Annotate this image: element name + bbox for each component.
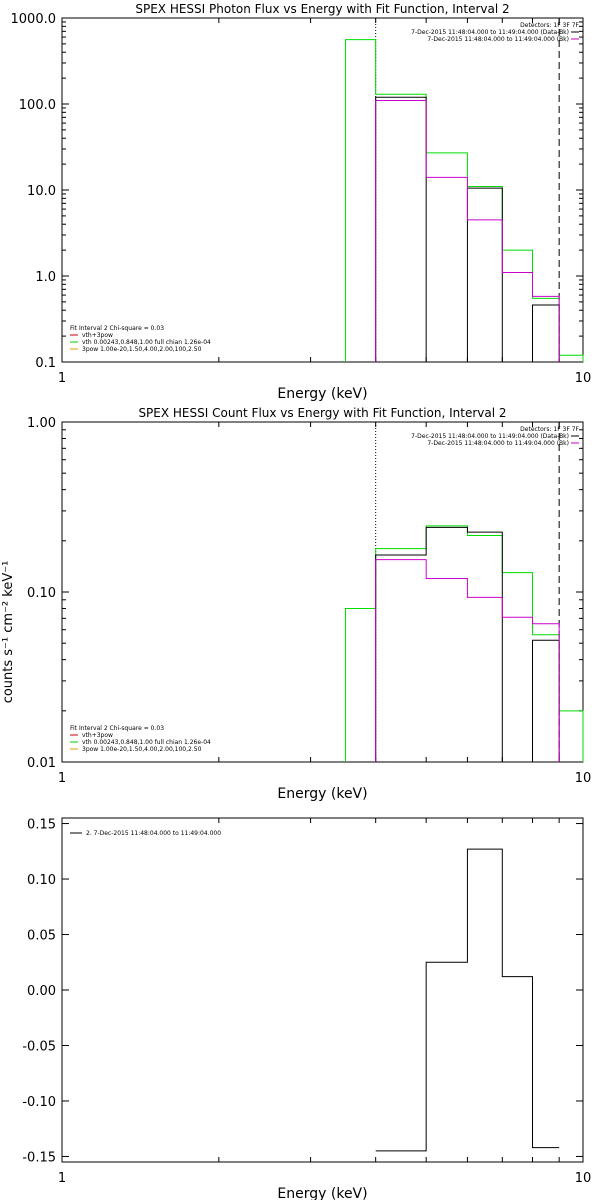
legend-title: Fit Interval 2 Chi-square = 0.03 xyxy=(70,725,164,732)
legend-entry: vth 0.00243,0.848,1.00 full chian 1.26e-… xyxy=(82,339,211,346)
series-line-3 xyxy=(375,559,560,762)
y-tick-label: 0.15 xyxy=(27,818,56,833)
y-tick-label: -0.15 xyxy=(22,1150,56,1165)
x-tick-label: 10 xyxy=(575,371,592,386)
legend-entry: vth 0.00243,0.848,1.00 full chian 1.26e-… xyxy=(82,739,211,746)
chart-title: SPEX HESSI Count Flux vs Energy with Fit… xyxy=(138,406,506,420)
x-axis-label: Energy (keV) xyxy=(277,1186,367,1200)
legend-entry: 7-Dec-2015 11:48:04.000 to 11:49:04.000 … xyxy=(411,433,569,440)
plot-frame xyxy=(61,817,584,1163)
y-tick-label: 0.10 xyxy=(27,873,56,888)
legend-title: Detectors: 1F 3F 7F xyxy=(520,22,579,29)
x-axis-label: Energy (keV) xyxy=(277,386,367,402)
x-tick-label: 10 xyxy=(575,771,592,786)
plot-frame xyxy=(61,17,584,363)
y-tick-label: 0.1 xyxy=(35,356,56,371)
chart-panel-3: 0.15 0.10 0.05 0.00 -0.05 -0.10 -0.151 10 Energy… xyxy=(22,817,592,1200)
series-line-1 xyxy=(344,39,584,362)
series-line-2 xyxy=(375,96,560,362)
y-axis-label: counts s⁻¹ cm⁻² keV⁻¹ xyxy=(1,561,16,704)
y-tick-label: 10.0 xyxy=(27,184,56,199)
series-line-1 xyxy=(375,848,560,1152)
legend-entry: vth+3pow xyxy=(82,732,113,739)
x-tick-label: 1 xyxy=(58,771,66,786)
legend-title: Detectors: 1F 3F 7F xyxy=(520,426,579,433)
legend-entry: vth+3pow xyxy=(82,332,113,339)
legend-title: Fit Interval 2 Chi-square = 0.03 xyxy=(70,325,164,332)
y-tick-label: -0.10 xyxy=(22,1095,56,1110)
x-tick-label: 10 xyxy=(575,1171,592,1186)
x-tick-label: 1 xyxy=(58,1171,66,1186)
legend-entry: 2. 7-Dec-2015 11:48:04.000 to 11:49:04.0… xyxy=(86,830,221,837)
legend-entry: 7-Dec-2015 11:48:04.000 to 11:49:04.000 … xyxy=(411,29,569,36)
y-tick-label: 0.00 xyxy=(27,984,56,999)
legend-entry: 7-Dec-2015 11:48:04.000 to 11:49:04.000 … xyxy=(427,440,569,447)
chart-panel-1: SPEX HESSI Photon Flux vs Energy with Fi… xyxy=(11,2,592,402)
chart-panel-2: SPEX HESSI Count Flux vs Energy with Fit… xyxy=(1,406,591,802)
y-tick-label: -0.05 xyxy=(22,1039,56,1054)
legend-entry: 3pow 1.00e-20,1.50,4.00,2.00,100,2.50 xyxy=(82,746,202,753)
y-tick-label: 0.10 xyxy=(27,586,56,601)
plot-frame xyxy=(61,421,584,763)
series-line-1 xyxy=(344,525,584,762)
series-line-2 xyxy=(375,526,560,762)
y-tick-label: 1000.0 xyxy=(11,12,57,27)
x-tick-label: 1 xyxy=(58,371,66,386)
y-tick-label: 0.01 xyxy=(27,756,56,771)
legend-entry: 7-Dec-2015 11:48:04.000 to 11:49:04.000 … xyxy=(427,36,569,43)
chart-title: SPEX HESSI Photon Flux vs Energy with Fi… xyxy=(135,2,509,16)
legend-entry: 3pow 1.00e-20,1.50,4.00,2.00,100,2.50 xyxy=(82,346,202,353)
y-tick-label: 100.0 xyxy=(19,98,56,113)
series-line-3 xyxy=(375,99,560,362)
x-axis-label: Energy (keV) xyxy=(277,786,367,802)
y-tick-label: 0.05 xyxy=(27,929,56,944)
y-tick-label: 1.00 xyxy=(27,416,56,431)
y-tick-label: 1.0 xyxy=(35,270,56,285)
